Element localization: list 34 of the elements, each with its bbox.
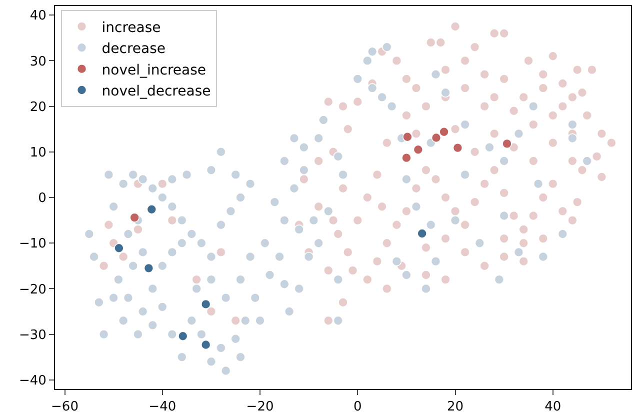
y-tick-label: 10 [30,145,46,160]
point [502,138,512,149]
point [144,263,154,274]
y-tick-label: −10 [18,236,46,252]
y-tick-label: −40 [18,373,46,388]
x-tick-label: −60 [51,400,78,415]
point [417,228,427,238]
point [114,243,124,254]
x-tick-label: 40 [544,400,562,415]
legend-label: decrease [102,41,166,58]
y-tick-label: 30 [30,54,46,70]
point [200,340,211,350]
x-tick-label: −20 [246,400,274,415]
point [130,212,140,222]
legend-label: increase [102,20,161,36]
y-tick-label: −30 [18,328,46,343]
point [178,331,188,342]
x-tick-label: 0 [354,400,362,415]
point [402,152,412,163]
y-tick-label: −20 [18,282,46,298]
y-tick-label: 20 [30,100,46,115]
point [452,142,463,153]
y-tick-label: 0 [38,191,46,206]
point [200,299,211,310]
legend-label: novel_decrease [102,83,211,100]
point [146,204,157,214]
point [413,144,424,155]
y-tick-label: 40 [30,8,46,24]
point [431,132,442,143]
x-tick-label: 20 [446,400,464,415]
legend-label: novel_increase [102,62,206,78]
point [439,126,449,137]
x-tick-label: −40 [148,400,176,415]
point [402,132,412,142]
